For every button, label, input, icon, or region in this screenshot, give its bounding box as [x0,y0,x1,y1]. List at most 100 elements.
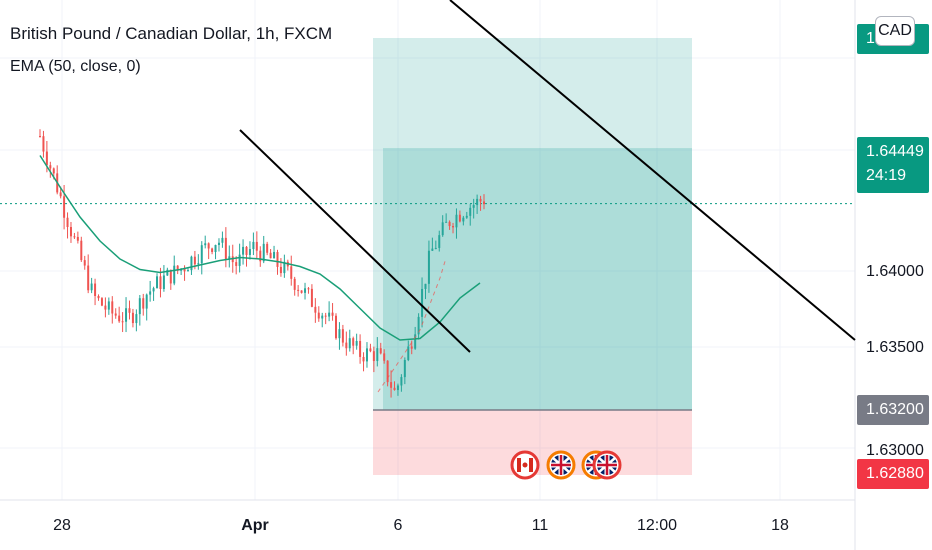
x-tick-label: 12:00 [637,517,677,534]
candle-body [228,256,231,260]
candle-body [104,305,107,310]
candle-body [300,290,303,293]
candle-body [94,283,97,297]
candle-body [76,236,79,241]
current-price-tag: 1.64449 24:19 [857,137,929,193]
stop-price-tag-bg [857,459,929,489]
price-axis[interactable]: 1.64000 1.63500 1.63000 [866,263,924,459]
candle-body [152,288,155,292]
candle-body [217,242,220,246]
chart-title: British Pound / Canadian Dollar, 1h, FXC… [10,24,333,43]
canada-flag-icon [510,450,540,480]
candle-body [304,288,307,293]
candle-body [97,296,100,299]
candle-body [390,382,393,388]
candle-body [166,269,169,276]
candle-body [111,301,114,314]
candle-body [59,192,62,197]
candle-body [410,346,413,349]
candle-body [279,266,282,274]
current-price-tag-text: 1.64449 [866,143,924,160]
candle-body [245,246,248,255]
candle-body [379,348,382,354]
candle-body [190,256,193,271]
candle-body [465,215,468,218]
candle-body [73,236,76,238]
candle-body [176,265,179,271]
candle-body [345,342,348,349]
candle-body [452,226,455,228]
trendline-short [239,129,471,353]
projection-path [377,257,447,393]
candle-body [310,288,313,307]
candle-body [200,245,203,264]
candle-body [483,201,485,205]
candle-body [341,329,344,343]
candle-body [187,270,189,272]
candle-body [135,314,138,324]
candle-body [431,248,434,251]
candle-body [238,254,241,266]
candle-body [369,348,372,352]
candle-body [293,278,296,290]
candle-body [448,221,451,227]
candle-body [63,196,66,218]
candle-body [462,217,465,222]
candle-body [66,217,69,228]
economic-events [510,450,622,480]
candle-body [149,291,152,295]
candle-body [469,207,472,216]
currency-badge[interactable]: CAD [875,16,915,46]
candle-body [193,256,196,265]
candle-body [197,263,200,265]
candle-body [403,359,406,378]
candle-body [297,289,300,291]
candle-body [479,198,482,202]
candle-body [42,136,45,152]
candle-body [414,334,417,349]
candle-body [476,198,479,206]
candle-body [121,321,124,323]
x-tick-label: 28 [53,517,71,534]
candle-body [107,301,110,310]
candle-body [352,338,355,346]
candle-body [372,351,375,362]
x-tick-label: 11 [532,517,549,534]
uk-flag-icon [592,450,622,480]
candle-body [321,315,324,319]
candle-body [162,275,165,290]
candle-body [273,252,276,259]
candle-body [434,247,437,249]
candle-body [266,243,269,253]
flag-band [529,458,533,472]
maple-leaf [522,462,528,468]
candle-body [262,243,265,262]
profit-zone-filled [383,148,692,410]
trendlines [239,0,856,353]
flag-band [517,458,521,472]
candle-body [386,360,389,383]
candle-body [407,346,410,360]
candle-body [359,340,362,357]
candle-body [458,214,461,222]
current-price-tag-text: 24:19 [866,167,906,184]
candle-body [314,306,317,313]
candle-body [87,265,90,291]
candle-body [393,387,396,391]
y-tick-label: 1.63500 [866,339,924,356]
candle-body [269,252,272,259]
ema-legend[interactable]: EMA (50, close, 0) [10,58,141,75]
candle-body [472,205,475,208]
candle-body [235,262,238,266]
x-tick-label: 18 [771,517,789,534]
time-axis[interactable]: 28 Apr 6 11 12:00 18 [53,517,789,534]
candle-body [114,313,117,316]
candle-body [348,338,351,349]
candle-body [276,252,279,267]
entry-price-tag-bg [857,395,929,425]
candle-body [283,261,286,274]
position-zones [0,38,855,475]
candle-body [183,268,186,272]
